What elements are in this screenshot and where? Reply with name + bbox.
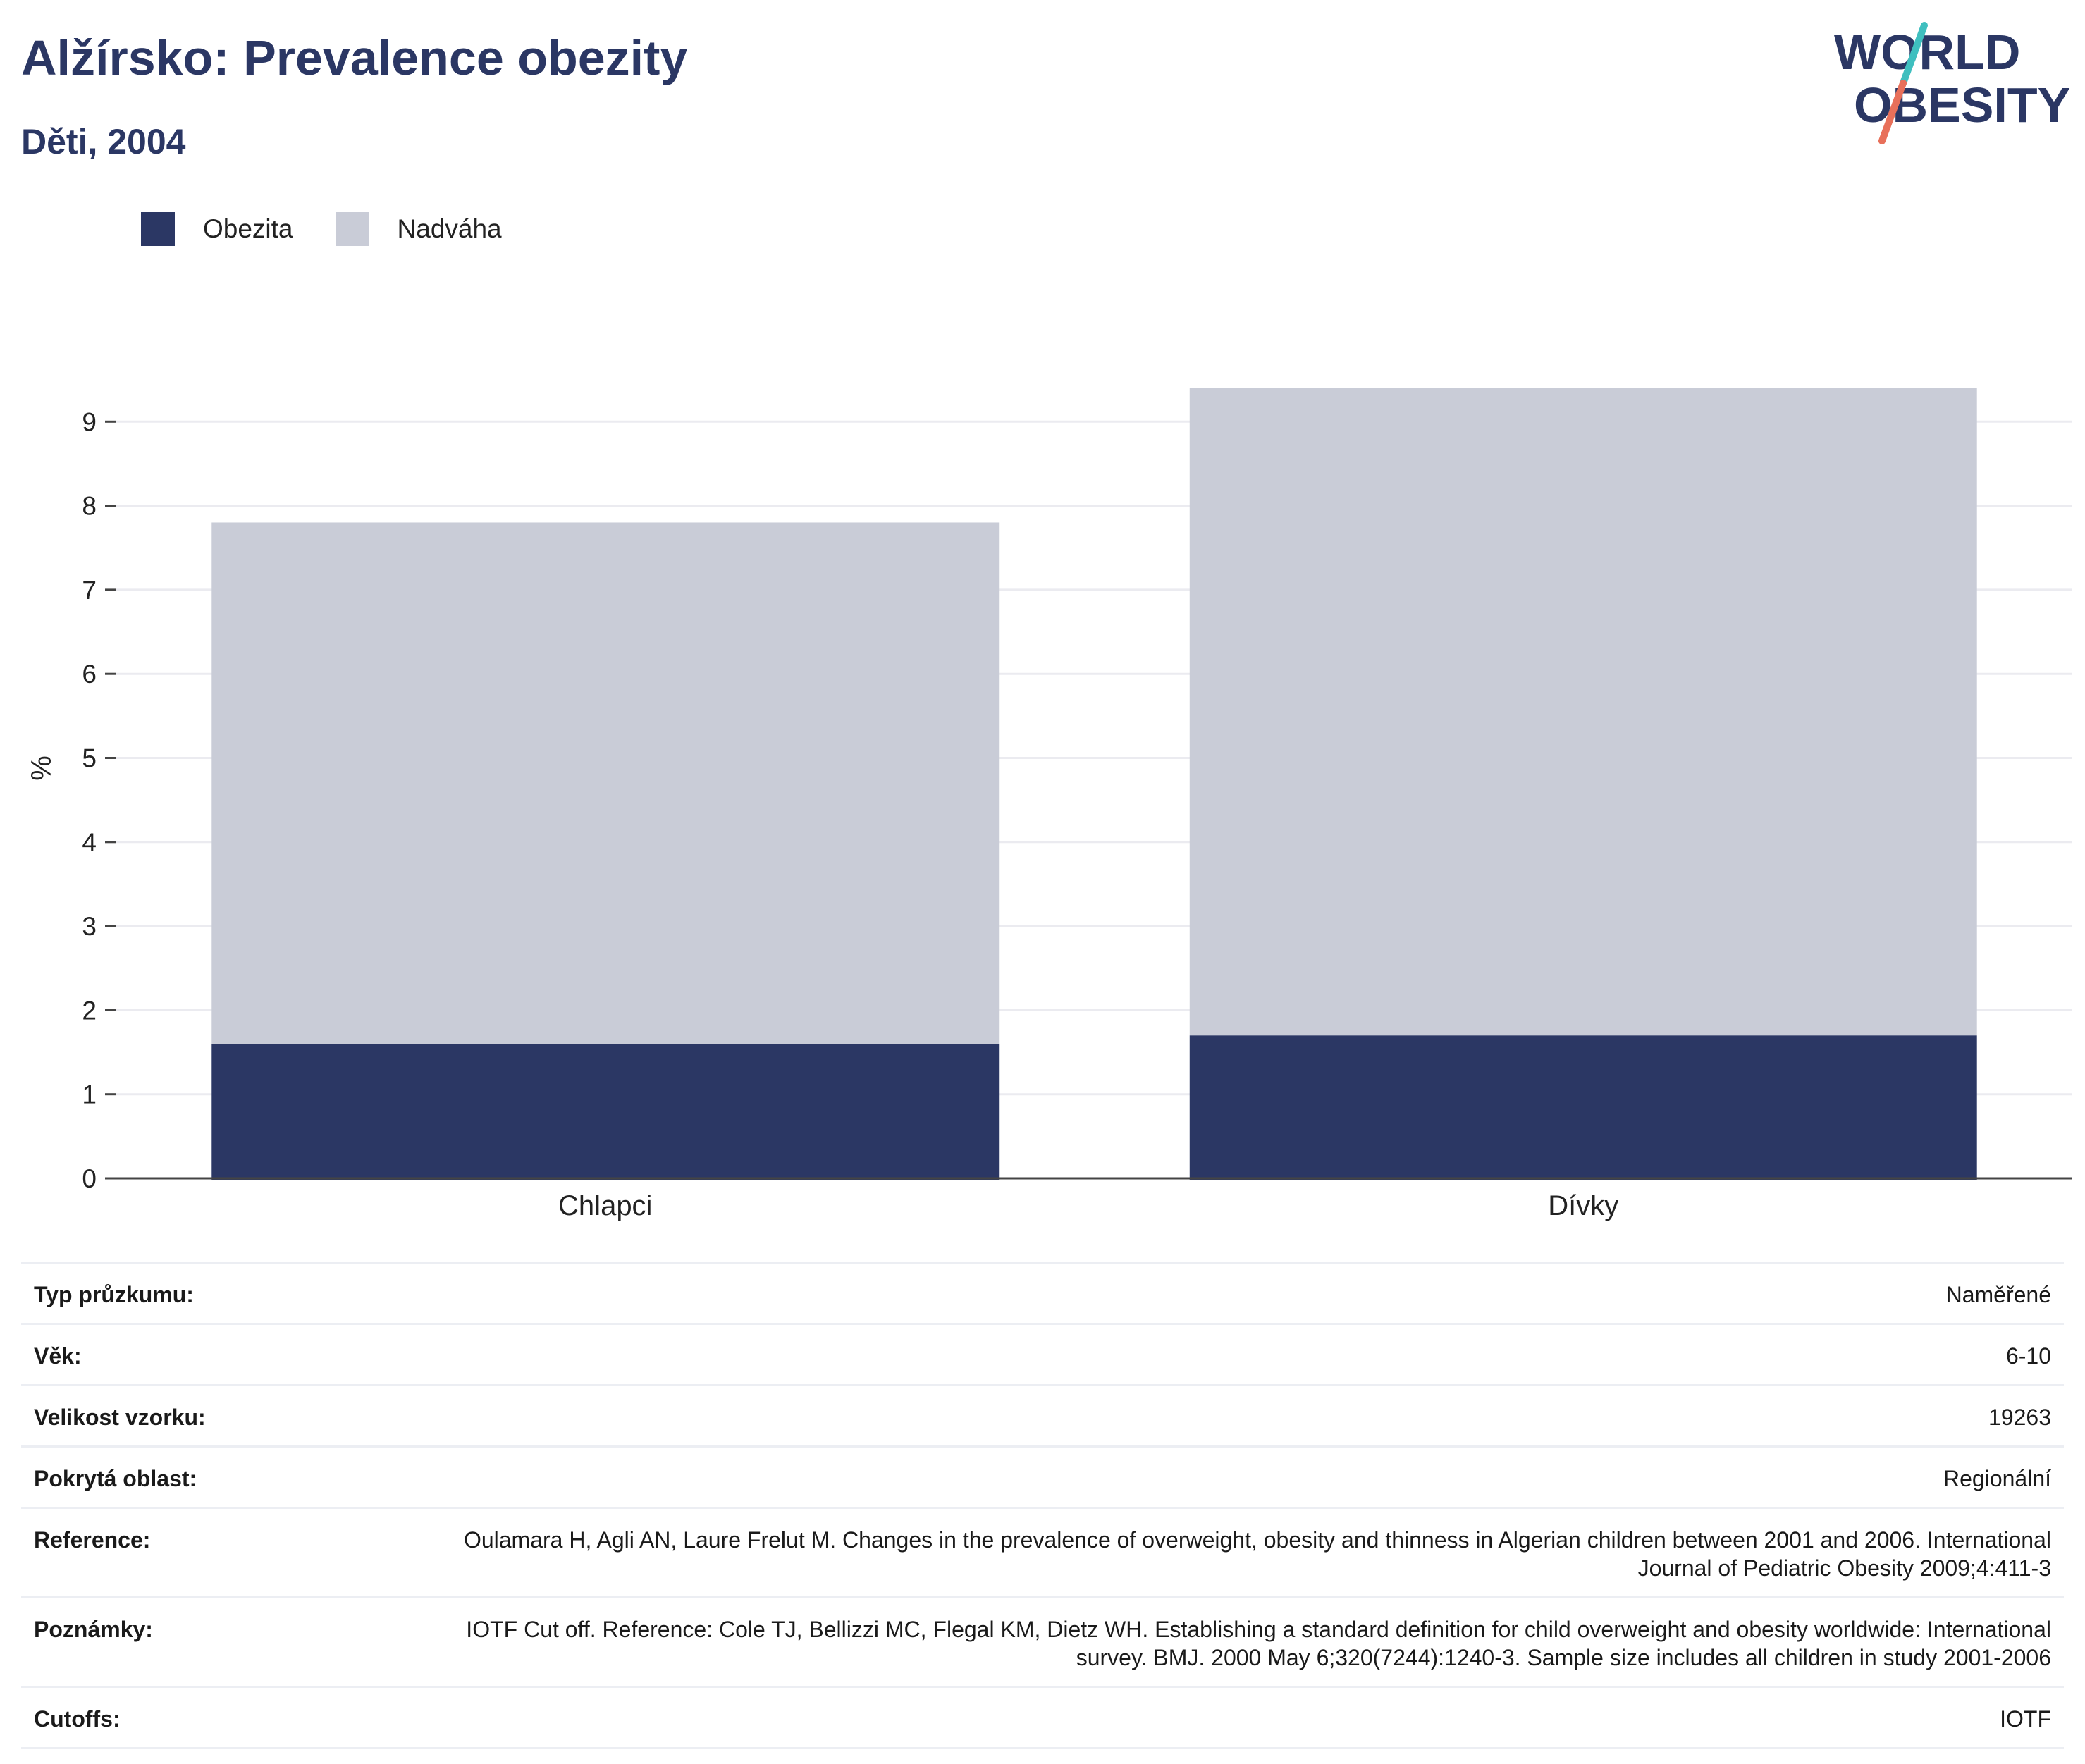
- x-category-label: Chlapci: [558, 1190, 652, 1221]
- legend-swatch-nadvaha: [335, 212, 369, 246]
- chart-legend: Obezita Nadváha: [141, 211, 544, 247]
- info-label: Pokrytá oblast:: [34, 1466, 197, 1491]
- info-label: Velikost vzorku:: [34, 1405, 206, 1430]
- y-tick-label: 1: [82, 1080, 97, 1109]
- info-value: IOTF: [2000, 1706, 2051, 1732]
- y-tick-label: 8: [82, 492, 97, 521]
- info-row: Velikost vzorku: 19263: [21, 1384, 2064, 1445]
- y-tick-label: 4: [82, 828, 97, 857]
- logo-slash-teal: [1900, 22, 1928, 87]
- y-tick-label: 2: [82, 996, 97, 1025]
- legend-item-nadvaha[interactable]: Nadváha: [335, 212, 502, 246]
- logo-slash-coral: [1878, 80, 1907, 144]
- info-value: 19263: [1988, 1405, 2051, 1430]
- stacked-bar-chart: 0 1 2 3 4 5 6 7 8 9 Chlapci Dívky%: [26, 388, 2072, 1221]
- y-tick-label: 0: [82, 1164, 97, 1193]
- info-row: Cutoffs: IOTF: [21, 1686, 2064, 1749]
- bar-obezita-1: [1189, 1035, 1977, 1180]
- y-tick-label: 6: [82, 660, 97, 689]
- info-row: Pokrytá oblast: Regionální: [21, 1445, 2064, 1507]
- info-label: Věk:: [34, 1343, 82, 1369]
- info-row: Poznámky: IOTF Cut off. Reference: Cole T…: [21, 1596, 2064, 1686]
- world-obesity-logo: WORLD OBESITY: [1834, 22, 2070, 144]
- legend-label-nadvaha: Nadváha: [397, 214, 502, 243]
- y-axis-title: %: [26, 755, 57, 781]
- chart-title: Alžírsko: Prevalence obezity: [21, 30, 688, 85]
- info-row: Věk: 6-10: [21, 1323, 2064, 1384]
- info-value: Oulamara H, Agli AN, Laure Frelut M. Cha…: [463, 1527, 2051, 1581]
- y-tick-label: 7: [82, 576, 97, 605]
- info-value: Naměřené: [1945, 1282, 2051, 1307]
- chart-subtitle: Děti, 2004: [21, 122, 186, 161]
- logo-word-world: WORLD: [1834, 25, 2020, 80]
- bar-nadvha-0: [211, 522, 1000, 1044]
- y-tick-label: 3: [82, 912, 97, 941]
- info-label: Typ průzkumu:: [34, 1282, 194, 1307]
- info-label: Reference:: [34, 1527, 151, 1553]
- legend-swatch-obezita: [141, 212, 175, 246]
- info-label: Poznámky:: [34, 1617, 153, 1642]
- survey-info-table: Typ průzkumu: Naměřené Věk: 6-10 Velikost vz…: [21, 1262, 2064, 1749]
- legend-item-obezita[interactable]: Obezita: [141, 212, 293, 246]
- y-tick-label: 5: [82, 744, 97, 773]
- x-category-label: Dívky: [1548, 1190, 1618, 1221]
- bar-nadvha-1: [1189, 388, 1977, 1036]
- info-row: Typ průzkumu: Naměřené: [21, 1262, 2064, 1323]
- info-row: Reference: Oulamara H, Agli AN, Laure Fre…: [21, 1507, 2064, 1596]
- bar-obezita-0: [211, 1044, 1000, 1180]
- info-value: 6-10: [2005, 1343, 2051, 1369]
- info-value: IOTF Cut off. Reference: Cole TJ, Belliz…: [466, 1617, 2051, 1670]
- legend-label-obezita: Obezita: [203, 214, 293, 243]
- info-label: Cutoffs:: [34, 1706, 121, 1732]
- info-value: Regionální: [1943, 1466, 2051, 1491]
- y-tick-label: 9: [82, 407, 97, 436]
